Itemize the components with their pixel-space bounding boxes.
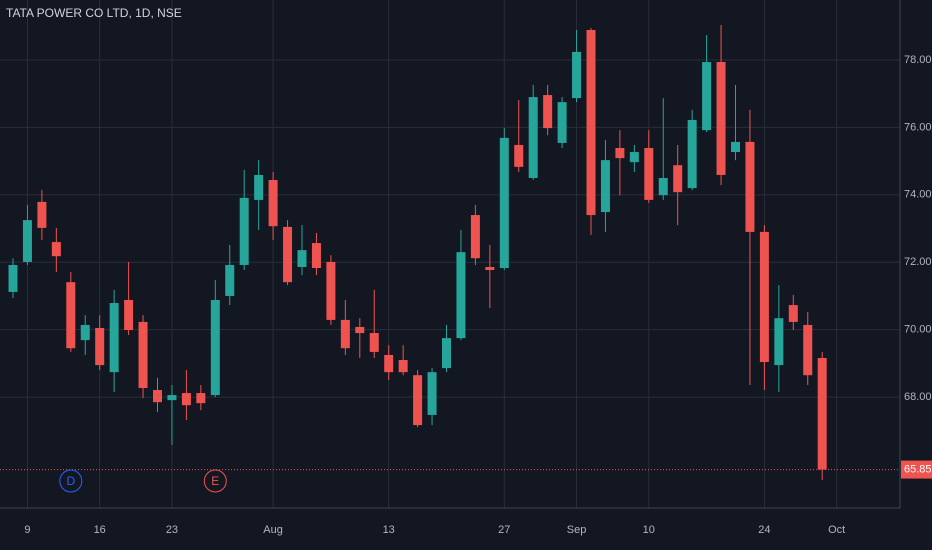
- candle-body: [629, 152, 639, 163]
- candle-body: [210, 300, 220, 396]
- candle-body: [95, 327, 105, 366]
- candle-body: [8, 264, 18, 292]
- candle-body: [803, 324, 813, 376]
- candle-body: [586, 30, 596, 216]
- candle-body: [557, 102, 567, 143]
- candle-body: [745, 141, 755, 232]
- candle-body: [384, 354, 394, 373]
- candle-body: [644, 147, 654, 200]
- candle-body: [442, 338, 451, 369]
- candle-body: [355, 326, 365, 334]
- candle-body: [485, 266, 495, 271]
- x-tick-label: Oct: [828, 524, 845, 536]
- candle-body: [167, 395, 177, 401]
- event-marker: [203, 469, 227, 493]
- candle-body: [297, 250, 307, 267]
- candle-body: [283, 226, 293, 283]
- y-tick-label: 78.00: [904, 54, 932, 66]
- candle-body: [456, 252, 466, 339]
- x-tick-label: 23: [166, 524, 178, 536]
- candle-body: [225, 264, 235, 296]
- event-label: E: [211, 474, 219, 488]
- candle-body: [254, 174, 264, 200]
- candle-body: [239, 197, 249, 265]
- last-price-label: 65.85: [904, 463, 932, 475]
- candle-body: [470, 215, 480, 259]
- candle-body: [817, 357, 827, 470]
- chart-title: TATA POWER CO LTD, 1D, NSE: [6, 6, 182, 20]
- y-tick-label: 74.00: [904, 189, 932, 201]
- x-tick-label: 9: [24, 524, 30, 536]
- grid: [0, 0, 900, 508]
- candle-body: [22, 220, 32, 262]
- candle-body: [268, 180, 278, 227]
- x-tick-label: 10: [643, 524, 655, 536]
- candle-body: [615, 147, 625, 159]
- candle-body: [514, 144, 524, 167]
- x-tick-label: 24: [758, 524, 770, 536]
- candle-body: [124, 300, 134, 331]
- candle-body: [788, 305, 798, 322]
- y-tick-label: 76.00: [904, 121, 932, 133]
- candle-body: [196, 393, 206, 404]
- candle-body: [181, 393, 191, 406]
- candle-body: [716, 62, 726, 175]
- last-price-box: [901, 460, 932, 479]
- candle-body: [499, 137, 509, 268]
- candle-body: [51, 242, 61, 257]
- y-tick-label: 68.00: [904, 391, 932, 403]
- x-tick-label: 16: [94, 524, 106, 536]
- candle-body: [37, 201, 47, 228]
- candle-body: [528, 97, 538, 178]
- x-tick-label: 27: [498, 524, 510, 536]
- candle-body: [759, 231, 769, 363]
- event-marker: [59, 469, 83, 493]
- candle-body: [572, 51, 582, 99]
- candle-body: [340, 319, 350, 349]
- candle-body: [731, 141, 740, 153]
- candle-body: [153, 390, 162, 403]
- candle-body: [600, 160, 610, 213]
- y-tick-label: 72.00: [904, 256, 932, 268]
- candles: [8, 24, 827, 481]
- candle-body: [427, 372, 437, 415]
- y-tick-label: 70.00: [904, 324, 932, 336]
- candle-body: [658, 177, 668, 196]
- candle-body: [109, 303, 119, 373]
- candle-body: [80, 324, 90, 341]
- candle-body: [774, 318, 784, 366]
- candle-body: [398, 360, 408, 373]
- candle-body: [673, 165, 683, 193]
- x-tick-label: Aug: [263, 524, 283, 536]
- event-label: D: [66, 474, 75, 488]
- candle-body: [687, 120, 697, 189]
- candle-body: [311, 243, 321, 268]
- x-tick-label: Sep: [567, 524, 587, 536]
- candle-body: [543, 95, 553, 129]
- candle-body: [326, 261, 336, 320]
- candle-body: [413, 375, 423, 426]
- x-tick-label: 13: [383, 524, 395, 536]
- candle-body: [138, 321, 148, 388]
- candle-body: [369, 333, 379, 352]
- candle-body: [66, 282, 76, 349]
- candle-body: [702, 62, 712, 131]
